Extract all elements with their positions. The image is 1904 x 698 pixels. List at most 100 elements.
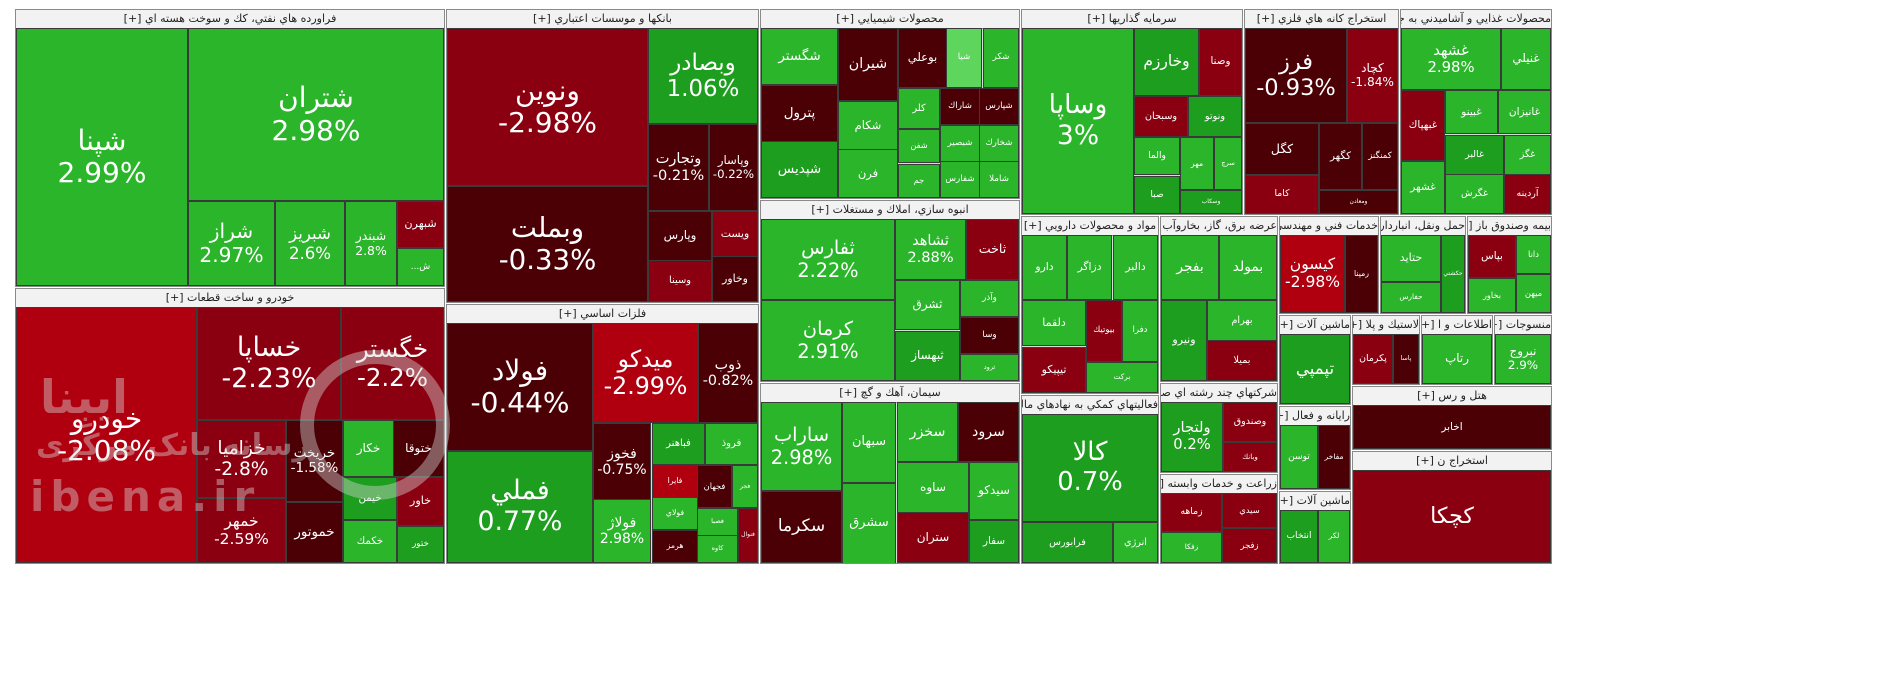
stock-tile[interactable]: رتاپ — [1422, 334, 1492, 384]
stock-tile[interactable]: پاسا — [1393, 334, 1419, 384]
stock-tile[interactable]: كالا 0.7% — [1022, 414, 1158, 522]
sector-title[interactable]: عرضه برق، گاز، بخاروآب گرم [+] — [1161, 217, 1277, 236]
stock-tile[interactable]: خكمك — [343, 520, 397, 563]
stock-tile[interactable]: سبهان — [842, 402, 896, 483]
sector-title[interactable]: انبوه سازي، املاك و مستغلات [+] — [761, 201, 1019, 220]
stock-tile[interactable]: ميهن — [1516, 274, 1551, 313]
stock-tile[interactable]: دانا — [1516, 235, 1551, 274]
stock-tile[interactable]: پكرمان — [1353, 334, 1393, 384]
stock-tile[interactable]: كمنگنز — [1362, 123, 1398, 190]
stock-tile[interactable]: شخارك — [979, 125, 1019, 162]
stock-tile[interactable]: سفار — [969, 520, 1019, 563]
sector-title[interactable]: هتل و رس [+] — [1353, 387, 1551, 406]
stock-tile[interactable]: شبریز 2.6% — [275, 201, 345, 286]
stock-tile[interactable]: ثبهساز — [895, 331, 960, 381]
stock-tile[interactable]: وبملت -0.33% — [447, 186, 648, 302]
stock-tile[interactable]: شپديس — [761, 141, 838, 198]
stock-tile[interactable]: سخزر — [897, 402, 958, 462]
stock-tile[interactable]: خودرو -2.08% — [16, 307, 197, 563]
stock-tile[interactable]: وصنا — [1199, 28, 1242, 96]
stock-tile[interactable]: ونيرو — [1161, 300, 1207, 381]
sector-title[interactable]: فراورده هاي نفتي، كك و سوخت هسته اي [+] — [16, 10, 444, 29]
sector-title[interactable]: سرمايه گذاريها [+] — [1022, 10, 1242, 29]
stock-tile[interactable]: شپارس — [979, 88, 1019, 125]
stock-tile[interactable]: فباهنر — [652, 423, 705, 465]
stock-tile[interactable]: ختور — [397, 526, 444, 563]
stock-tile[interactable]: شتران 2.98% — [188, 28, 444, 201]
stock-tile[interactable]: خموتور — [286, 502, 343, 563]
stock-tile[interactable]: پترول — [761, 85, 838, 142]
stock-tile[interactable]: ميدكو -2.99% — [593, 323, 698, 423]
sector-title[interactable]: اطلاعات و ا [+] — [1422, 316, 1492, 335]
stock-tile[interactable]: نبروج 2.9% — [1495, 334, 1551, 384]
stock-tile[interactable]: ش... — [397, 248, 444, 286]
stock-tile[interactable]: شيران — [838, 28, 898, 101]
stock-tile[interactable]: سرچ — [1214, 137, 1242, 190]
stock-tile[interactable]: مهر — [1180, 137, 1214, 190]
stock-tile[interactable]: حكشتي — [1441, 235, 1465, 313]
stock-tile[interactable]: صبا — [1134, 176, 1180, 214]
stock-tile[interactable]: وسبحان — [1134, 96, 1188, 137]
stock-tile[interactable]: اخابر — [1353, 405, 1551, 449]
stock-tile[interactable]: فرابورس — [1022, 522, 1113, 563]
stock-tile[interactable]: ومعادن — [1319, 190, 1398, 214]
stock-tile[interactable]: دلقما — [1022, 300, 1086, 346]
stock-tile[interactable]: انرژي — [1113, 522, 1158, 563]
stock-tile[interactable]: فولاي — [652, 497, 698, 530]
stock-tile[interactable]: كگهر — [1319, 123, 1362, 190]
stock-tile[interactable]: ثفارس 2.22% — [761, 219, 895, 300]
stock-tile[interactable]: خاور — [397, 477, 444, 526]
stock-tile[interactable]: كيسون -2.98% — [1280, 235, 1345, 313]
stock-tile[interactable]: خكار — [343, 420, 394, 477]
stock-tile[interactable]: فصبا — [697, 508, 738, 536]
stock-tile[interactable]: زفجر — [1222, 528, 1277, 563]
stock-tile[interactable]: بركت — [1086, 362, 1158, 393]
stock-tile[interactable]: بيوتيك — [1086, 300, 1122, 362]
stock-tile[interactable]: سيدي — [1222, 493, 1277, 528]
stock-tile[interactable]: شگستر — [761, 28, 838, 85]
stock-tile[interactable]: زفكا — [1161, 532, 1222, 563]
stock-tile[interactable]: بوعلي — [898, 28, 947, 88]
stock-tile[interactable]: كرمان 2.91% — [761, 300, 895, 381]
stock-tile[interactable]: شبندر 2.8% — [345, 201, 397, 286]
stock-tile[interactable]: كاوه — [697, 535, 738, 563]
sector-title[interactable]: سيمان، آهك و گچ [+] — [761, 384, 1019, 403]
stock-tile[interactable]: فروذ — [705, 423, 758, 465]
stock-tile[interactable]: وسكاب — [1180, 190, 1242, 214]
stock-tile[interactable]: شفن — [898, 129, 940, 163]
stock-tile[interactable]: دالبر — [1113, 235, 1158, 300]
stock-tile[interactable]: ساوه — [897, 462, 969, 513]
stock-tile[interactable]: زماهه — [1161, 493, 1222, 532]
stock-tile[interactable]: وپارس — [648, 211, 712, 261]
stock-tile[interactable]: وتجارت -0.21% — [648, 124, 709, 211]
stock-tile[interactable]: شپنا 2.99% — [16, 28, 188, 286]
stock-tile[interactable]: تيپيكو — [1022, 347, 1086, 393]
stock-tile[interactable]: وصندوق — [1223, 402, 1277, 442]
stock-tile[interactable]: شكام — [838, 101, 898, 150]
stock-tile[interactable]: ذوب -0.82% — [698, 323, 758, 423]
sector-title[interactable]: فعاليتهاي كمكي به نهادهاي مالي [+] — [1022, 396, 1158, 415]
stock-tile[interactable]: بمولد — [1219, 235, 1277, 300]
stock-tile[interactable]: ولتجار 0.2% — [1161, 402, 1223, 472]
stock-tile[interactable]: دفرا — [1122, 300, 1158, 362]
stock-tile[interactable]: فجر — [732, 465, 758, 508]
stock-tile[interactable]: فايرا — [652, 465, 698, 498]
stock-tile[interactable]: ويست — [712, 211, 758, 257]
stock-tile[interactable]: خمهر -2.59% — [197, 498, 286, 563]
stock-tile[interactable]: غنيلي — [1501, 28, 1551, 90]
sector-title[interactable]: استخراج كانه هاي فلزي [+] — [1245, 10, 1398, 29]
stock-tile[interactable]: فرن — [838, 149, 898, 198]
stock-tile[interactable]: خيمن — [343, 477, 397, 520]
sector-title[interactable]: ماشين آلات [+] 2 — [1280, 492, 1350, 511]
stock-tile[interactable]: غانيزان — [1498, 90, 1551, 134]
stock-tile[interactable]: فولاد -0.44% — [447, 323, 593, 451]
stock-tile[interactable]: توسن — [1280, 425, 1318, 489]
stock-tile[interactable]: دزاگر — [1067, 235, 1112, 300]
stock-tile[interactable]: وپاسار -0.22% — [709, 124, 758, 211]
stock-tile[interactable]: فولاژ 2.98% — [593, 499, 651, 563]
sector-title[interactable]: خودرو و ساخت قطعات [+] — [16, 289, 444, 308]
stock-tile[interactable]: فنوال — [738, 508, 758, 563]
sector-title[interactable]: محصولات غذايي و آشاميدني به جز [+] — [1401, 10, 1551, 29]
stock-tile[interactable]: والما — [1134, 137, 1180, 175]
stock-tile[interactable]: كچكا — [1353, 470, 1551, 563]
